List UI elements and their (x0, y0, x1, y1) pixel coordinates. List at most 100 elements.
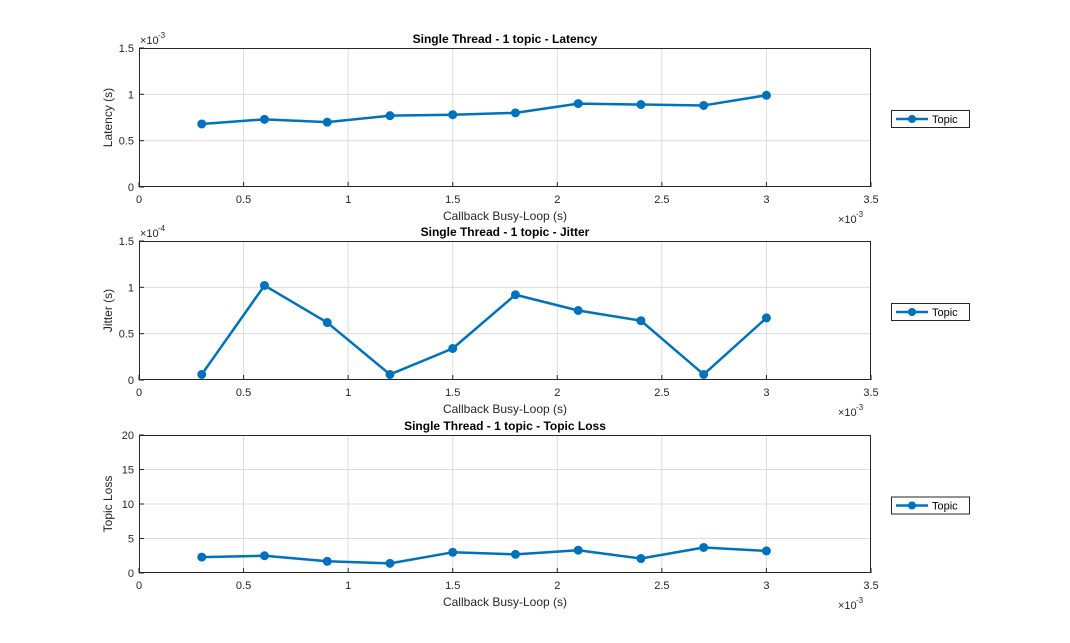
chart1-data-point (259, 114, 269, 124)
chart2-title: Single Thread - 1 topic - Jitter (421, 225, 590, 239)
chart1-legend: Topic (891, 110, 970, 128)
chart3-title: Single Thread - 1 topic - Topic Loss (404, 419, 606, 433)
chart2-data-point (197, 369, 207, 379)
chart3-series-line (201, 546, 767, 565)
chart2-data-point (636, 316, 646, 326)
chart1-data-point (761, 90, 771, 100)
chart2-y-tick-label: 1.5 (119, 236, 134, 248)
chart3-y-tick-label: 15 (122, 465, 134, 477)
chart3-legend: Topic (891, 496, 970, 515)
chart1-data-point (197, 119, 207, 129)
chart1-x-tick-label: 0.5 (236, 194, 251, 206)
chart1-axes-box (139, 48, 871, 187)
chart3-data-point (322, 556, 332, 566)
chart3-x-tick-label: 2 (554, 580, 560, 592)
chart1-y-tick-label: 1.5 (119, 43, 134, 55)
chart2-y-tick-label: 0.5 (119, 329, 134, 341)
chart2-x-exponent-power: -3 (856, 403, 864, 412)
chart1-data-point (699, 100, 709, 110)
chart3-x-exponent: ×10 (838, 600, 857, 612)
chart1: 0 0.5 1 1.5 2 2.5 3 3.5 0 0.5 1 1.5 Single Thread - … (101, 31, 970, 226)
chart2-data-point (322, 318, 332, 328)
chart2-y-exponent-power: -4 (158, 224, 166, 233)
chart3-y-tick-label: 20 (122, 430, 134, 442)
chart3-legend-label: Topic (932, 501, 958, 513)
chart1-x-tick-label: 2 (554, 194, 560, 206)
chart2-x-tick-label: 0 (136, 387, 142, 399)
chart3-x-tick-label: 3.5 (863, 580, 878, 592)
chart1-x-tick-label: 3 (763, 194, 769, 206)
chart3-y-tick-label: 0 (128, 568, 134, 580)
chart3-data-point (510, 549, 520, 559)
chart2-x-axis-label: Callback Busy-Loop (s) (443, 402, 567, 416)
chart1-x-tick-label: 1.5 (445, 194, 460, 206)
chart1-x-exponent: ×10 (838, 214, 857, 226)
chart1-plot-area (139, 48, 871, 187)
chart2-plot-area (139, 241, 871, 380)
chart2-x-tick-label: 3.5 (863, 387, 878, 399)
chart3-data-point (448, 547, 458, 557)
chart1-legend-label: Topic (932, 114, 958, 126)
chart3-x-tick-label: 0 (136, 580, 142, 592)
chart2-y-tick-label: 0 (128, 375, 134, 387)
chart2-data-point (699, 369, 709, 379)
chart2-data-point (448, 343, 458, 353)
chart1-y-exponent-power: -3 (158, 31, 166, 40)
chart2-y-tick-label: 1 (128, 282, 134, 294)
chart3-y-axis-label: Topic Loss (101, 476, 115, 533)
chart3-data-point (761, 546, 771, 556)
chart2-x-tick-label: 3 (763, 387, 769, 399)
chart2-data-point (385, 369, 395, 379)
chart2-axes-box (139, 241, 871, 380)
chart2-data-point (510, 290, 520, 300)
chart1-data-point (322, 117, 332, 127)
chart1-data-point (385, 111, 395, 121)
chart1-x-tick-label: 3.5 (863, 194, 878, 206)
chart2-x-tick-label: 0.5 (236, 387, 251, 399)
chart3-x-exponent-power: -3 (856, 596, 864, 605)
chart2-y-exponent: ×10 (140, 228, 159, 240)
chart2-legend: Topic (891, 303, 970, 321)
chart1-data-point (448, 110, 458, 120)
chart3-data-point (636, 554, 646, 564)
chart1-y-axis-label: Latency (s) (101, 88, 115, 147)
chart3-x-tick-label: 1.5 (445, 580, 460, 592)
chart1-x-exponent-power: -3 (856, 210, 864, 219)
chart3-legend-box (891, 496, 970, 515)
chart2: 0 0.5 1 1.5 2 2.5 3 3.5 0 0.5 1 1.5 Single Thread - … (101, 224, 970, 419)
chart2-data-point (761, 313, 771, 323)
chart2-data-point (259, 280, 269, 290)
chart1-data-point (636, 100, 646, 110)
chart2-legend-label: Topic (932, 307, 958, 319)
chart1-x-tick-label: 0 (136, 194, 142, 206)
chart1-legend-marker (908, 115, 916, 123)
chart2-x-exponent: ×10 (838, 407, 857, 419)
chart1-y-exponent: ×10 (140, 35, 159, 47)
chart3-x-axis-label: Callback Busy-Loop (s) (443, 595, 567, 609)
chart1-data-point (573, 99, 583, 109)
chart2-data-point (573, 306, 583, 315)
chart3-x-tick-label: 1 (345, 580, 351, 592)
chart3-legend-marker (908, 501, 916, 510)
chart1-y-tick-label: 0.5 (119, 136, 134, 148)
chart2-legend-marker (908, 308, 916, 316)
chart3-x-tick-label: 0.5 (236, 580, 251, 592)
chart1-title: Single Thread - 1 topic - Latency (413, 32, 598, 46)
chart3-x-tick-label: 3 (763, 580, 769, 592)
chart2-x-tick-label: 2.5 (654, 387, 669, 399)
chart1-data-point (510, 108, 520, 118)
chart3-data-point (197, 552, 207, 562)
chart1-x-tick-label: 2.5 (654, 194, 669, 206)
chart1-y-tick-label: 0 (128, 182, 134, 194)
chart1-series-line (201, 94, 767, 126)
chart3: 0 0.5 1 1.5 2 2.5 3 3.5 0 5 10 15 20 Single Thread - … (101, 419, 970, 612)
chart2-x-tick-label: 1.5 (445, 387, 460, 399)
chart2-x-tick-label: 1 (345, 387, 351, 399)
chart3-data-point (573, 545, 583, 555)
chart3-data-point (259, 551, 269, 561)
chart2-series-line (200, 284, 768, 376)
chart3-x-tick-label: 2.5 (654, 580, 669, 592)
chart3-data-point (385, 558, 395, 568)
chart1-legend-box (891, 110, 970, 128)
